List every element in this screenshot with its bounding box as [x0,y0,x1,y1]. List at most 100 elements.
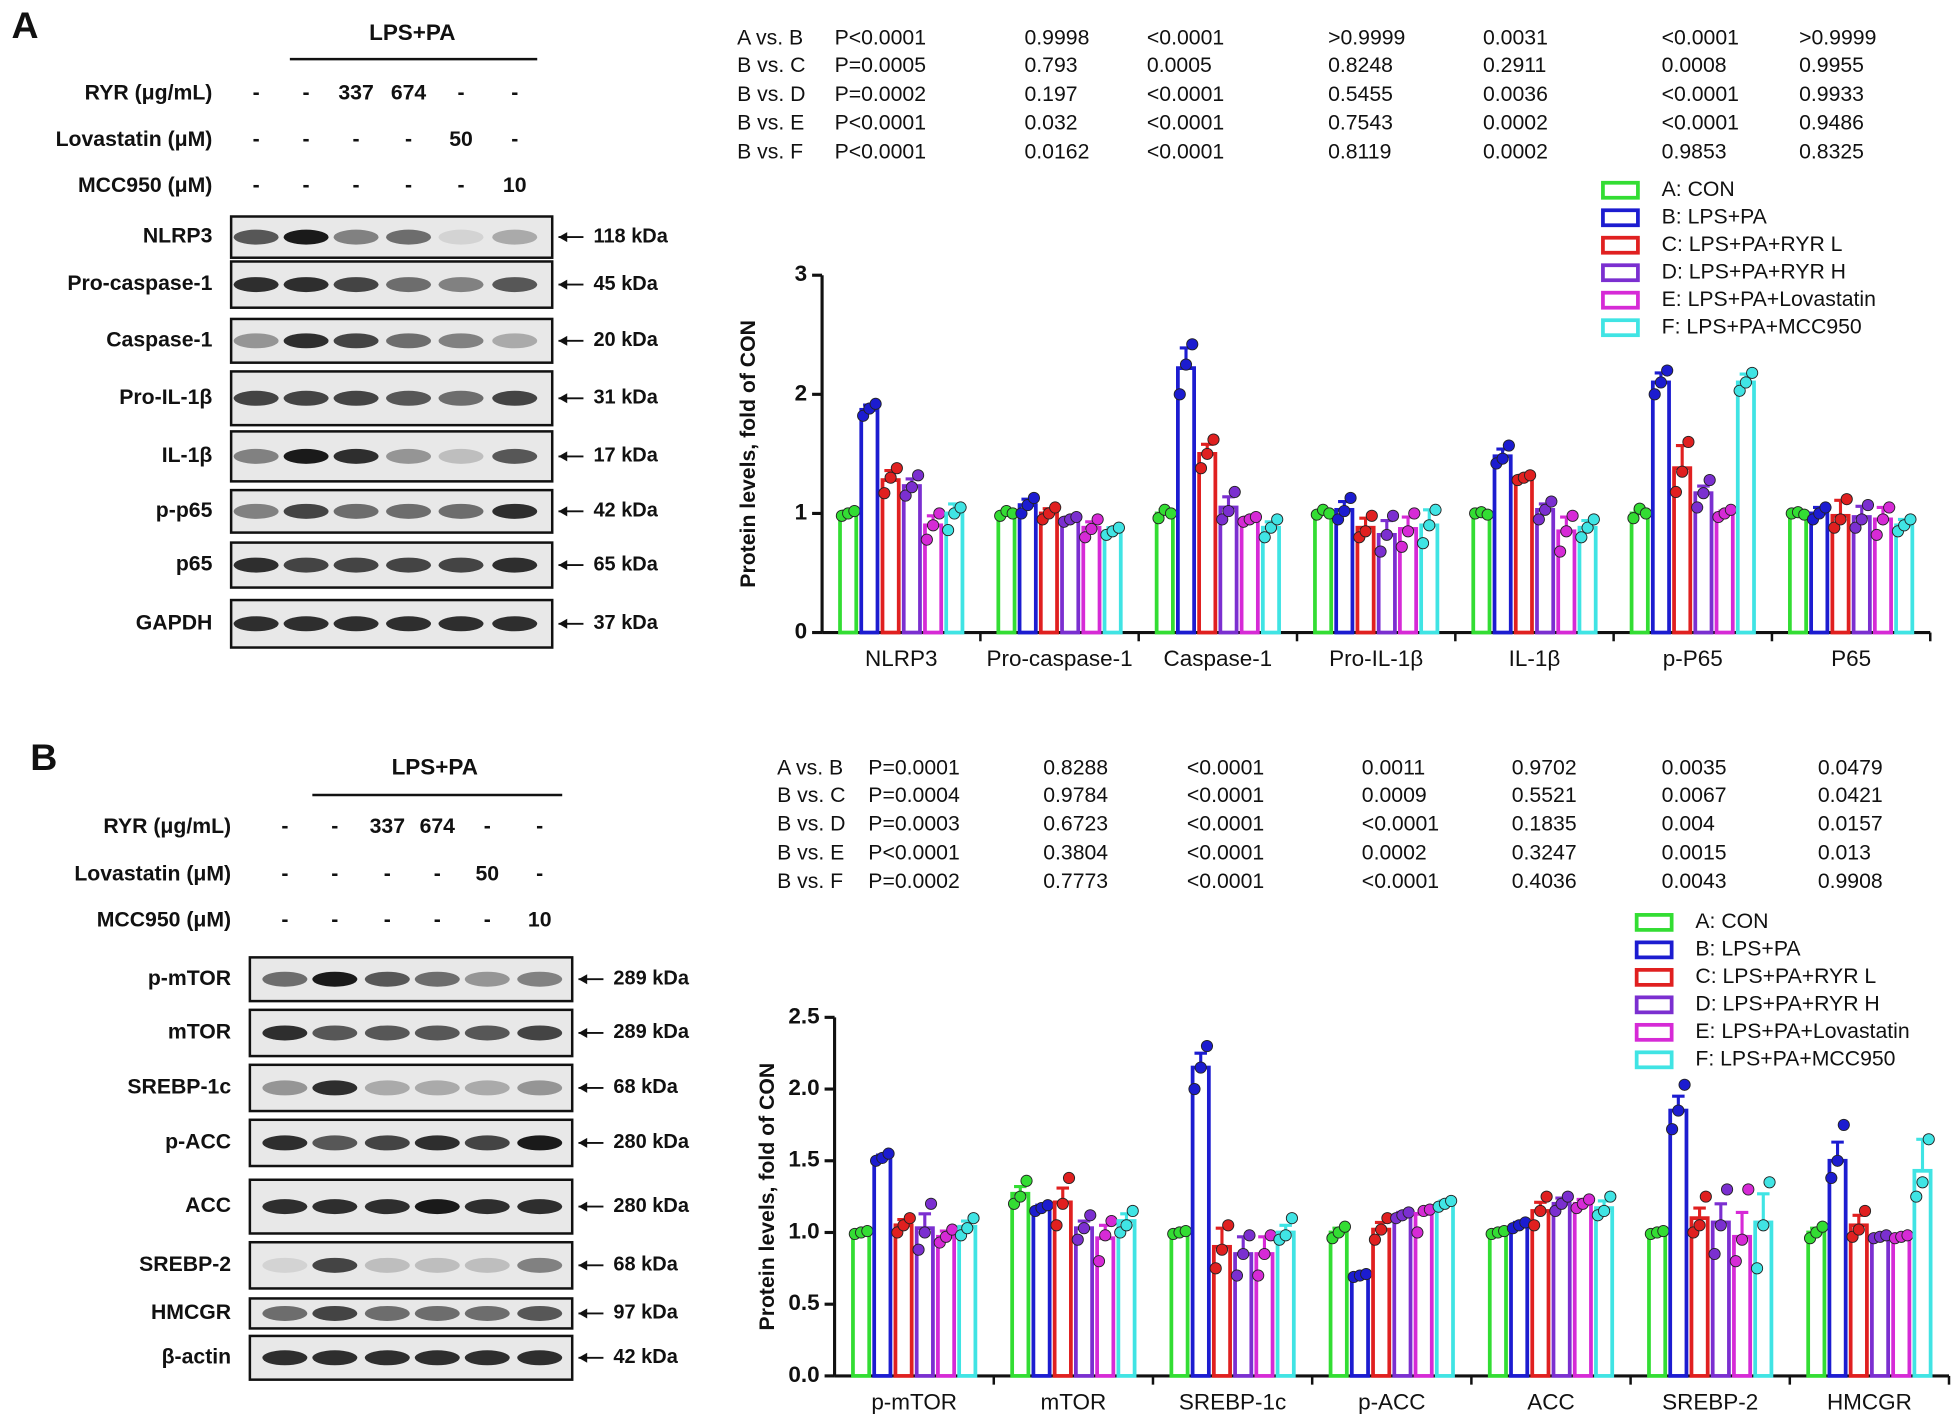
x-tick-label: p-P65 [1663,646,1723,671]
blot-strip [248,1063,574,1113]
data-point [1733,384,1746,397]
protein-label: p-mTOR [148,967,231,990]
data-point [1693,1219,1706,1232]
data-point [1654,376,1667,389]
arrow-head [578,1308,588,1319]
blot-band [414,1350,460,1366]
p-value: 0.0035 [1662,756,1727,779]
blot-band [464,1135,510,1151]
blot-band [312,1025,358,1041]
p-value: 0.5521 [1512,784,1577,807]
p-value: P=0.0001 [868,756,959,779]
blot-band [233,277,279,293]
blot-band [386,503,432,519]
data-point [1120,1219,1133,1232]
p-value: 0.0067 [1662,784,1727,807]
p-value: B vs. F [737,140,803,163]
data-point [1910,1190,1923,1203]
blot-band [414,971,460,987]
data-point [1401,525,1415,538]
p-value: A vs. B [777,756,843,779]
protein-size: 68 kDa [613,1076,678,1098]
legend-label: E: LPS+PA+Lovastatin [1695,1020,1909,1043]
protein-size: 31 kDa [593,387,658,409]
blot-band [438,616,484,632]
treatment-dose: 337 [370,815,405,838]
legend-label: F: LPS+PA+MCC950 [1695,1047,1895,1070]
p-value: 0.0479 [1818,756,1883,779]
treatment-dose: 50 [475,863,499,886]
data-point [1554,545,1567,558]
blot-band [492,333,538,349]
p-value: 0.8325 [1799,140,1864,163]
blot-band [414,1257,460,1273]
blot-band [262,1025,308,1041]
error-bar [1735,1210,1749,1237]
data-point [1368,1233,1381,1246]
p-value: B vs. E [737,112,804,135]
legend-swatch [1601,235,1640,255]
protein-label: SREBP-1c [127,1076,231,1099]
bar [996,511,1017,635]
bar [1551,1201,1572,1378]
protein-size: 118 kDa [593,225,668,247]
data-point [1763,1176,1776,1189]
legend-label: A: CON [1662,178,1735,201]
bar [1154,511,1175,635]
p-value: B vs. C [777,784,845,807]
bar [1594,1206,1615,1378]
y-tick-label: 1 [795,499,808,524]
blot-band [492,277,538,293]
bar [880,478,901,635]
data-point [1207,433,1220,446]
data-point [1757,1219,1770,1232]
data-point [1179,1224,1192,1238]
blot-band [364,1199,410,1215]
bar [1434,1201,1455,1378]
data-point [1729,1255,1742,1268]
blot-band [517,1350,563,1366]
legend-swatch [1601,208,1640,228]
y-tick-label: 3 [795,261,808,286]
legend-label: B: LPS+PA [1695,937,1801,960]
data-point [905,481,918,494]
treatment-dose: 10 [503,174,527,197]
treatment-dose: - [484,815,491,838]
bar [1328,1230,1349,1378]
bar [1176,366,1196,635]
x-tick-label: ACC [1527,1389,1574,1414]
group-label: LPS+PA [369,20,455,45]
blot-band [283,229,329,245]
p-value: 0.0011 [1362,756,1425,779]
error-bar [1757,1192,1770,1223]
treatment-dose: 674 [420,815,456,838]
blot-band [283,503,329,519]
blot-band [262,1305,308,1321]
data-point [1411,1226,1424,1239]
bar [1891,1234,1912,1378]
bar [1060,517,1081,635]
legend-swatch [1634,1050,1674,1070]
protein-size: 45 kDa [593,273,658,295]
data-point [1703,474,1716,487]
data-point [1279,1229,1292,1242]
data-point [1883,501,1896,514]
panel-label: B [30,736,57,778]
p-value: 0.0009 [1362,784,1427,807]
protein-label: SREBP-2 [139,1253,231,1276]
blot-band [464,1199,510,1215]
blot-band [233,390,279,406]
data-point [1861,499,1875,512]
data-point [1070,510,1083,524]
p-value: <0.0001 [1147,83,1224,106]
p-value: P<0.0001 [835,27,926,50]
p-value: 0.4036 [1512,870,1577,893]
treatment-dose: - [331,909,338,932]
p-value: 0.8288 [1043,756,1108,779]
x-tick-label: HMCGR [1827,1389,1912,1414]
protein-label: β-actin [162,1345,232,1368]
bar [872,1156,893,1378]
data-point [1691,501,1704,514]
data-point [1194,1061,1207,1074]
